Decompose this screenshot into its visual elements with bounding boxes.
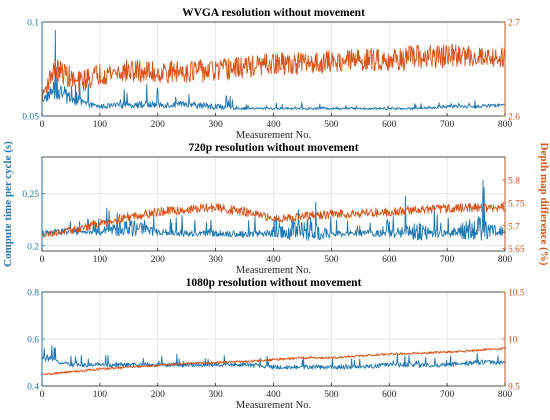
x-tick-label: 600 [382,255,397,265]
x-tick-label: 200 [151,390,166,400]
x-tick-label: 300 [209,255,224,265]
x-tick-label: 400 [266,120,281,130]
x-tick-label: 400 [266,390,281,400]
x-tick-label: 400 [266,255,281,265]
series-depth-difference-line [41,347,506,376]
x-tick-label: 700 [440,390,455,400]
left-y-axis-label: Compute time per cycle (s) [2,141,14,267]
x-axis-label: Measurement No. [236,400,311,411]
left-y-tick-label: 0.1 [27,19,39,29]
x-tick-label: 300 [209,120,224,130]
right-y-tick-label: 5.65 [508,245,525,255]
x-tick-label: 100 [93,120,108,130]
left-y-tick-label: 0.2 [27,242,39,252]
series-depth-difference-line [41,44,506,102]
panel-title: 1080p resolution without movement [186,277,362,289]
right-y-axis-label: Depth map difference (%) [538,143,550,266]
right-y-tick-label: 5.75 [508,199,525,209]
left-y-tick-label: 0.05 [22,113,39,123]
right-y-tick-label: 5.7 [508,222,520,232]
right-y-tick-label: 9.5 [508,383,520,393]
x-tick-label: 500 [324,390,339,400]
panel-3: 0 100 200 300 400 500 600 700 800 0.4 0.6 0.8 9.5 10 1… [27,277,525,411]
series-compute-time-line [41,345,506,370]
left-y-tick-label: 0.25 [22,190,39,200]
x-tick-label: 700 [440,255,455,265]
panel-2: 0 100 200 300 400 500 600 700 8000.20.255.655.75… [22,142,525,276]
left-y-tick-label: 0.8 [27,289,39,299]
x-axis-label: Measurement No. [236,130,311,141]
x-tick-label: 100 [93,255,108,265]
right-y-tick-label: 5.8 [508,176,520,186]
right-y-tick-label: 2.7 [508,19,520,29]
x-tick-label: 0 [40,120,45,130]
x-axis-label: Measurement No. [236,265,311,276]
x-tick-label: 500 [324,255,339,265]
series-depth-difference-line [41,202,506,238]
series-compute-time-line [41,29,506,111]
panel-1: 0 100 200 300 400 500 600 700 800 0.05 0.1 2.6 2.7 WV… [22,7,520,141]
panel-title: WVGA resolution without movement [182,7,365,19]
series-compute-time-line [41,180,506,241]
x-tick-label: 0 [40,390,45,400]
x-tick-label: 600 [382,390,397,400]
x-tick-label: 800 [498,255,513,265]
left-y-tick-label: 0.4 [27,383,39,393]
x-tick-label: 800 [498,390,513,400]
x-tick-label: 200 [151,120,166,130]
x-tick-label: 500 [324,120,339,130]
x-tick-label: 700 [440,120,455,130]
x-tick-label: 100 [93,390,108,400]
x-tick-label: 0 [40,255,45,265]
x-tick-label: 300 [209,390,224,400]
x-tick-label: 200 [151,255,166,265]
x-tick-label: 600 [382,120,397,130]
left-y-tick-label: 0.6 [27,336,39,346]
panel-title: 720p resolution without movement [188,142,358,154]
right-y-tick-label: 10.5 [508,289,525,299]
right-y-tick-label: 2.6 [508,113,520,123]
right-y-tick-label: 10 [508,336,518,346]
x-tick-label: 800 [498,120,513,130]
